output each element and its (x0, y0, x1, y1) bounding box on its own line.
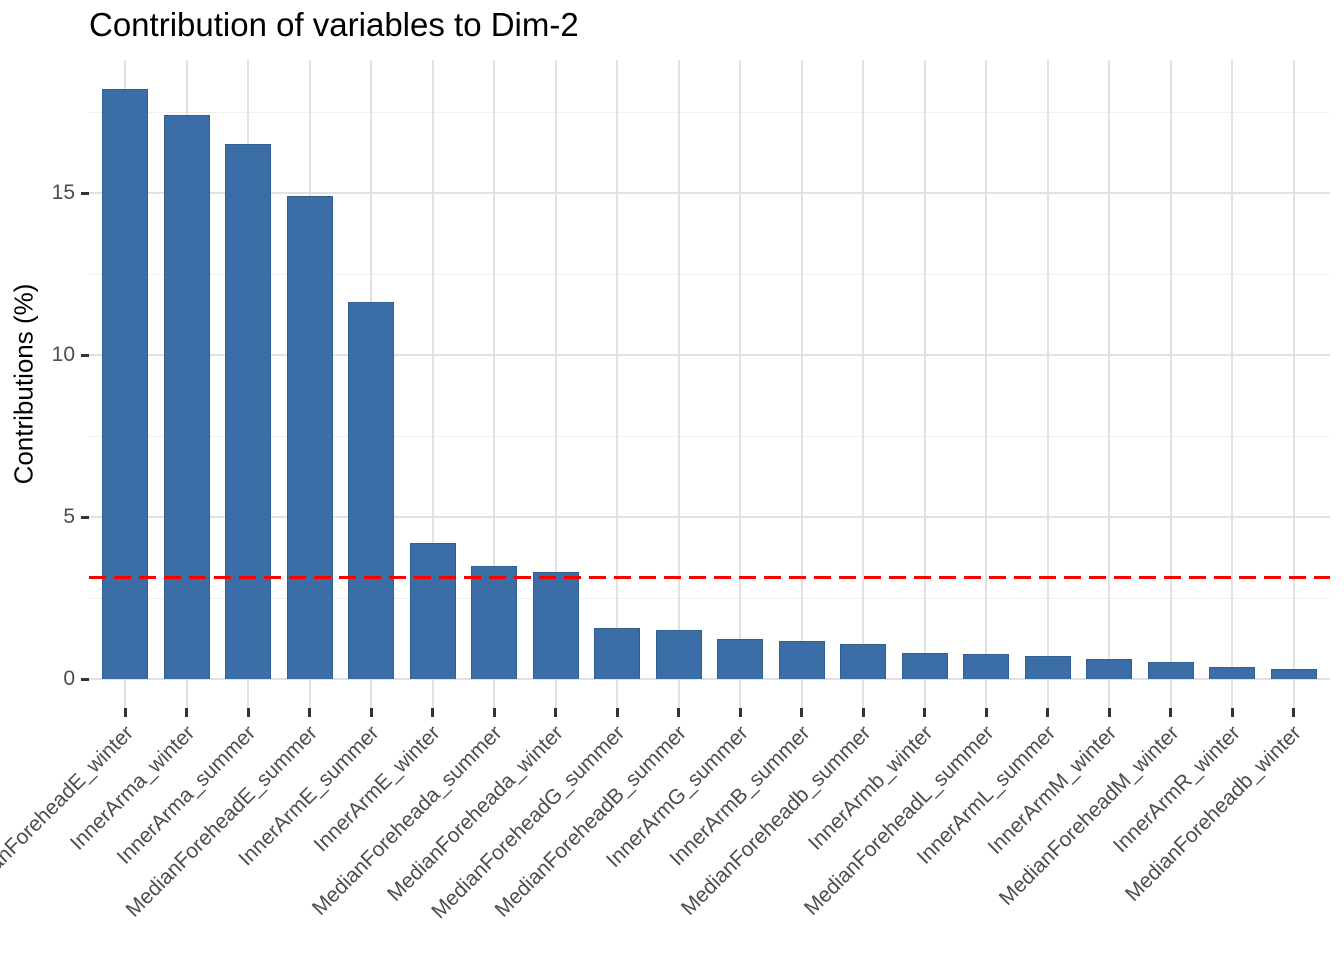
bar-MedianForeheadM_winter (1147, 662, 1194, 679)
y-axis-title: Contributions (%) (8, 283, 39, 485)
bar-InnerArmG_summer (717, 639, 763, 679)
x-tick (923, 708, 926, 717)
gridline-x (677, 60, 680, 708)
bar-InnerArmR_winter (1209, 667, 1255, 679)
bar-InnerArmE_winter (409, 542, 456, 679)
bar-InnerArmM_winter (1086, 658, 1132, 679)
x-tick (677, 708, 680, 717)
x-tick (615, 708, 619, 717)
bar-MedianForeheadG_summer (594, 628, 640, 679)
bar-InnerArmb_winter (901, 653, 948, 679)
bar-InnerArmB_summer (778, 641, 825, 679)
x-tick (554, 708, 557, 717)
y-tick-label: 15 (51, 181, 75, 204)
bar-MedianForeheadE_summer (286, 196, 333, 679)
gridline-y-major (89, 516, 1330, 518)
bar-InnerArma_summer (225, 144, 271, 679)
reference-line (89, 576, 1330, 580)
x-tick (861, 708, 865, 717)
gridline-x (985, 60, 987, 708)
x-tick (1046, 708, 1049, 717)
bar-InnerArmL_summer (1024, 655, 1071, 679)
x-tick (800, 708, 803, 717)
x-tick (738, 708, 742, 717)
x-tick (1169, 708, 1172, 717)
gridline-x (1292, 60, 1295, 708)
gridline-y-major (89, 354, 1330, 356)
x-tick (185, 708, 188, 717)
x-tick (1107, 708, 1111, 717)
x-tick (431, 708, 434, 717)
gridline-y-minor (89, 111, 1330, 113)
gridline-x (1231, 60, 1233, 708)
y-tick-label: 5 (63, 505, 75, 528)
gridline-x (1046, 60, 1049, 708)
x-tick (1292, 708, 1295, 717)
x-tick (246, 708, 250, 717)
y-tick (81, 191, 89, 195)
bar-MedianForeheada_summer (471, 565, 517, 679)
bar-MedianForeheadE_winter (102, 89, 148, 679)
y-tick (81, 515, 89, 519)
bar-MedianForeheadL_summer (963, 654, 1009, 679)
x-tick (123, 708, 127, 717)
gridline-x (1108, 60, 1110, 708)
gridline-y-minor (89, 435, 1330, 437)
gridline-x (616, 60, 618, 708)
x-tick (308, 708, 311, 717)
gridline-y-major (89, 678, 1330, 680)
gridline-x (431, 60, 434, 708)
gridline-x (739, 60, 741, 708)
gridline-x (800, 60, 803, 708)
gridline-x (493, 60, 495, 708)
x-tick (369, 708, 373, 717)
gridline-y-minor (89, 597, 1330, 599)
y-tick (81, 353, 89, 357)
bar-MedianForeheadB_summer (655, 629, 702, 679)
x-tick (1230, 708, 1234, 717)
x-tick (492, 708, 496, 717)
chart-title: Contribution of variables to Dim-2 (89, 6, 579, 43)
gridline-y-major (89, 192, 1330, 194)
bar-MedianForeheadb_winter (1270, 668, 1317, 679)
gridline-y-minor (89, 273, 1330, 275)
y-tick-label: 10 (51, 343, 75, 366)
bar-MedianForeheada_winter (532, 572, 579, 679)
bar-MedianForeheadb_summer (840, 644, 886, 679)
x-tick (984, 708, 988, 717)
gridline-x (923, 60, 926, 708)
gridline-x (554, 60, 557, 708)
y-tick (81, 677, 89, 681)
bar-InnerArma_winter (163, 115, 210, 679)
bar-InnerArmE_summer (348, 301, 394, 679)
gridline-x (862, 60, 864, 708)
gridline-x (1169, 60, 1172, 708)
y-tick-label: 0 (63, 667, 75, 690)
